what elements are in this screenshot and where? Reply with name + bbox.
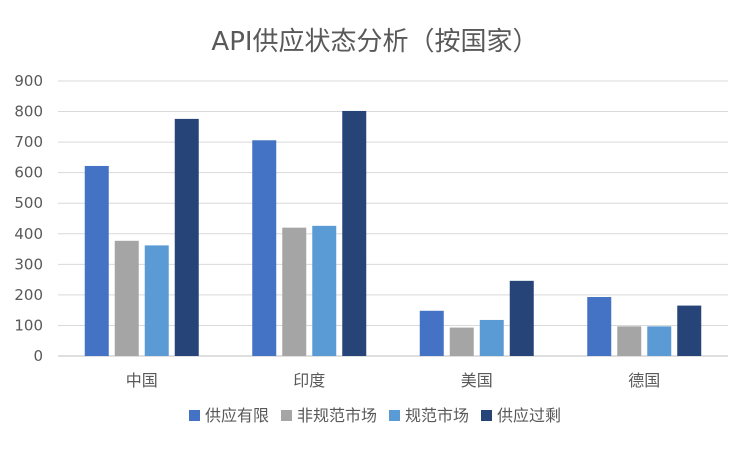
x-category-label: 德国 — [628, 371, 660, 390]
y-tick-label: 400 — [14, 225, 43, 243]
bar — [84, 165, 109, 356]
bar — [479, 319, 504, 356]
chart-title: API供应状态分析（按国家） — [211, 27, 538, 57]
y-axis-ticks: 0 100 200 300 400 500 600 700 800 900 — [14, 72, 43, 365]
bar — [419, 310, 444, 356]
y-tick-label: 800 — [14, 103, 43, 121]
x-axis-categories: 中国 印度 美国 德国 — [126, 371, 661, 390]
y-tick-label: 100 — [14, 316, 43, 334]
legend-swatch — [281, 410, 292, 421]
y-tick-label: 700 — [14, 133, 43, 151]
y-tick-label: 600 — [14, 164, 43, 182]
y-tick-label: 300 — [14, 255, 43, 273]
legend-swatch — [481, 410, 492, 421]
legend-label: 规范市场 — [405, 406, 469, 425]
bar — [449, 327, 474, 356]
legend-swatch — [189, 410, 200, 421]
y-tick-label: 200 — [14, 286, 43, 304]
legend-swatch — [389, 410, 400, 421]
bar — [282, 227, 307, 356]
bar — [509, 280, 534, 356]
bar — [647, 326, 672, 356]
bar — [312, 225, 337, 356]
legend-label: 非规范市场 — [297, 406, 377, 425]
bar — [342, 110, 367, 356]
bars — [84, 110, 702, 356]
bar — [252, 140, 277, 356]
y-tick-label: 500 — [14, 194, 43, 212]
bar — [114, 240, 139, 356]
x-category-label: 美国 — [461, 371, 493, 390]
x-category-label: 中国 — [126, 371, 158, 390]
bar — [587, 297, 612, 356]
bar — [174, 118, 199, 356]
x-category-label: 印度 — [293, 371, 325, 390]
bar — [144, 245, 169, 356]
bar — [617, 326, 642, 356]
y-tick-label: 900 — [14, 72, 43, 90]
legend-label: 供应过剩 — [497, 406, 561, 425]
legend: 供应有限 非规范市场 规范市场 供应过剩 — [189, 406, 561, 425]
bar — [677, 305, 702, 356]
legend-label: 供应有限 — [205, 406, 269, 425]
gridlines — [58, 80, 728, 357]
y-tick-label: 0 — [33, 347, 43, 365]
